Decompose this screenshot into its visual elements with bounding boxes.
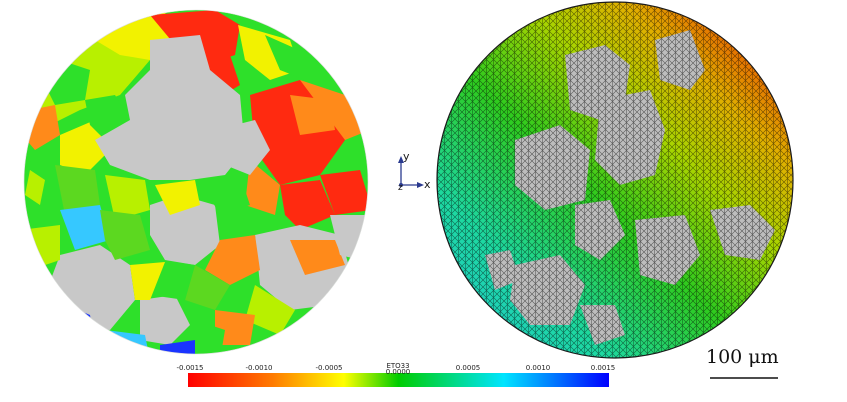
colorbar-title: ETO33 [386,362,410,370]
meshed-strain-map-right [437,2,793,358]
colorbar-tick: 0.0015 [590,364,616,372]
colorbar-tick: 0.0005 [455,364,481,372]
colorbar-tick: 0.0000 [385,368,411,376]
axis-label-x: x [424,178,431,191]
colorbar [188,373,609,387]
axis-label-y: y [403,150,410,163]
colorbar-tick: -0.0005 [315,364,343,372]
scale-bar-label: 100 μm [706,346,779,368]
grain-map-left [24,10,368,354]
colorbar-tick: -0.0010 [245,364,273,372]
colorbar-tick: -0.0015 [176,364,204,372]
axes-triad [398,156,424,188]
axis-label-z: z [398,183,403,193]
colorbar-tick: 0.0010 [525,364,551,372]
